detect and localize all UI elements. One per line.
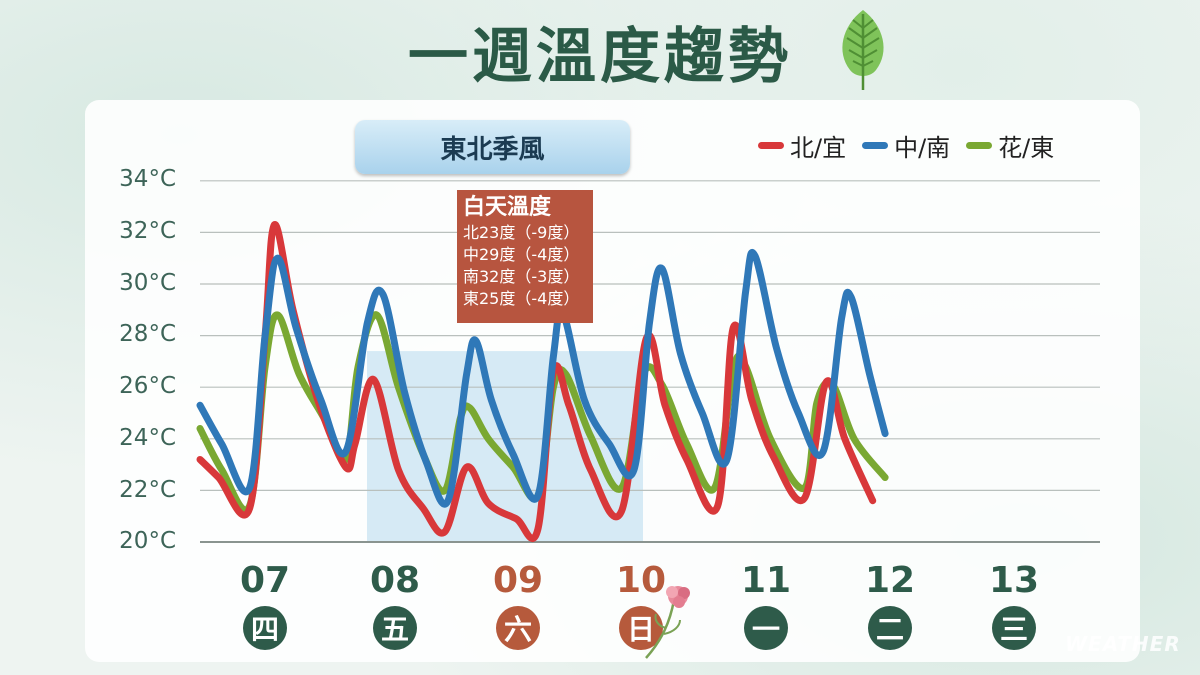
legend-item-north: 北/宜 [758,128,846,163]
weather-watermark: WEATHER [1065,632,1181,656]
y-tick-label: 34°C [119,166,176,192]
page-title: 一週溫度趨勢 [408,22,792,92]
series-line-central-south [196,248,889,508]
day-label-07: 07 [239,560,291,601]
day-label-10: 10 [615,560,667,601]
daytime-temp-info: 白天溫度 北23度（-9度） 中29度（-4度） 南32度（-3度） 東25度（… [457,190,593,323]
day-label-09: 09 [492,560,544,601]
info-line-east: 東25度（-4度） [463,289,580,308]
weekday-badge-mon: 一 [744,606,788,650]
info-line-south: 南32度（-3度） [463,267,580,286]
legend-item-east: 花/東 [966,128,1054,163]
weekday-badge-sat: 六 [496,606,540,650]
weekday-badge-wed: 三 [992,606,1036,650]
legend-swatch-central-south [862,142,889,149]
monsoon-badge: 東北季風 [355,120,630,174]
legend-swatch-north [758,142,784,149]
legend-label-north: 北/宜 [790,134,847,162]
leaf-icon [842,10,884,90]
day-label-11: 11 [740,560,792,601]
y-tick-label: 22°C [119,477,176,503]
legend-label-central-south: 中/南 [894,134,951,162]
info-line-north: 北23度（-9度） [463,223,580,242]
y-tick-label: 24°C [119,425,176,451]
legend-label-east: 花/東 [998,134,1055,162]
y-tick-label: 26°C [119,373,176,399]
y-tick-label: 30°C [119,270,176,296]
weekday-badge-fri: 五 [373,606,417,650]
legend-swatch-east [966,142,993,149]
weekday-badge-tue: 二 [868,606,912,650]
weekday-badge-sun: 日 [619,606,663,650]
day-label-12: 12 [864,560,916,601]
legend-item-central-south: 中/南 [862,128,950,163]
y-tick-label: 28°C [119,321,176,347]
day-label-13: 13 [988,560,1040,601]
info-line-central: 中29度（-4度） [463,245,580,264]
legend: 北/宜 中/南 花/東 [758,128,1054,163]
info-header: 白天溫度 [463,195,552,220]
carnation-flower-icon [645,586,690,659]
day-label-08: 08 [369,560,421,601]
weekday-badge-thu: 四 [243,606,287,650]
y-tick-label: 20°C [119,528,176,554]
y-tick-label: 32°C [119,218,176,244]
